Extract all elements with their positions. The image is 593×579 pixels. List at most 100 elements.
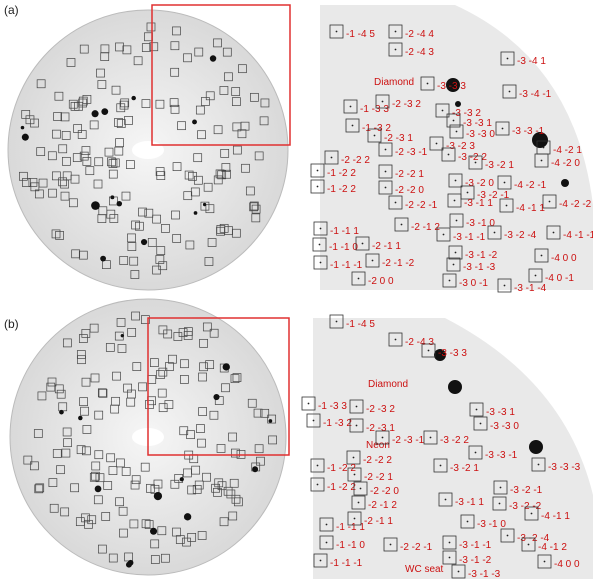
reflection-label: -3 -1 -1 bbox=[453, 232, 486, 243]
diffraction-spot bbox=[455, 101, 461, 107]
reflection-dot bbox=[336, 321, 338, 323]
diffraction-spot bbox=[117, 201, 122, 206]
reflection-dot bbox=[499, 503, 501, 505]
reflection-dot bbox=[467, 192, 469, 194]
reflection-label: -2 -3 2 bbox=[392, 99, 421, 110]
reflection-label: -1 -4 5 bbox=[346, 29, 375, 40]
diffraction-spot bbox=[21, 126, 25, 130]
reflection-dot bbox=[507, 535, 509, 537]
reflection-dot bbox=[385, 149, 387, 151]
reflection-label: -3 -3 3 bbox=[437, 81, 466, 92]
reflection-label: -2 -2 0 bbox=[395, 185, 424, 196]
reflection-dot bbox=[541, 255, 543, 257]
diffraction-spot bbox=[101, 108, 108, 115]
reflection-label: -2 0 0 bbox=[368, 276, 394, 287]
reflection-dot bbox=[395, 49, 397, 51]
reflection-label: -3 -1 0 bbox=[466, 218, 495, 229]
reflection-label: -4 0 0 bbox=[551, 253, 577, 264]
reflection-label: -1 -2 2 bbox=[327, 482, 356, 493]
diffraction-spot bbox=[180, 477, 184, 481]
reflection-dot bbox=[458, 571, 460, 573]
diffraction-spot bbox=[131, 96, 135, 100]
reflection-label: -1 -3 2 bbox=[323, 418, 352, 429]
reflection-label: -3 -3 -1 bbox=[485, 450, 518, 461]
reflection-dot bbox=[382, 437, 384, 439]
reflection-dot bbox=[507, 58, 509, 60]
reflection-dot bbox=[454, 200, 456, 202]
reflection-dot bbox=[506, 205, 508, 207]
reflection-dot bbox=[448, 154, 450, 156]
diffraction-spot bbox=[150, 528, 157, 535]
reflection-label: Diamond bbox=[368, 379, 408, 390]
diffraction-spot bbox=[184, 513, 191, 520]
reflection-dot bbox=[480, 423, 482, 425]
reflection-dot bbox=[449, 280, 451, 282]
reflection-label: -1 -1 -1 bbox=[330, 260, 363, 271]
reflection-label: -3 -2 1 bbox=[485, 160, 514, 171]
panel-label: (a) bbox=[4, 3, 19, 17]
reflection-label: -1 -3 3 bbox=[318, 401, 347, 412]
reflection-dot bbox=[528, 544, 530, 546]
reflection-label: -3 -1 1 bbox=[455, 497, 484, 508]
reflection-dot bbox=[372, 260, 374, 262]
reflection-dot bbox=[475, 162, 477, 164]
reflection-dot bbox=[544, 561, 546, 563]
diffraction-spot bbox=[223, 363, 230, 370]
reflection-label: -4 -2 1 bbox=[553, 145, 582, 156]
reflection-label: -3 -4 -1 bbox=[519, 89, 552, 100]
reflection-dot bbox=[538, 464, 540, 466]
reflection-dot bbox=[382, 101, 384, 103]
reflection-label: -3 -1 -2 bbox=[459, 555, 492, 566]
reflection-dot bbox=[449, 557, 451, 559]
diffraction-spot bbox=[269, 419, 273, 423]
reflection-label: -3 0 -1 bbox=[459, 278, 488, 289]
reflection-label: -2 -2 2 bbox=[363, 455, 392, 466]
reflection-dot bbox=[535, 275, 537, 277]
reflection-label: -2 -2 2 bbox=[341, 155, 370, 166]
diffraction-spot bbox=[529, 440, 543, 454]
reflection-dot bbox=[500, 487, 502, 489]
reflection-label: -4 -2 -1 bbox=[514, 180, 547, 191]
reflection-dot bbox=[455, 180, 457, 182]
reflection-label: -4 0 0 bbox=[554, 559, 580, 570]
reflection-label: -3 -4 1 bbox=[517, 56, 546, 67]
reflection-dot bbox=[553, 232, 555, 234]
reflection-label: -3 -3 0 bbox=[466, 129, 495, 140]
reflection-label: -4 -2 0 bbox=[551, 158, 580, 169]
reflection-label: -1 -3 3 bbox=[360, 104, 389, 115]
reflection-dot bbox=[350, 106, 352, 108]
reflection-label: -4 -2 -2 bbox=[559, 199, 592, 210]
reflection-dot bbox=[543, 147, 545, 149]
reflection-dot bbox=[436, 143, 438, 145]
reflection-dot bbox=[430, 437, 432, 439]
reflection-dot bbox=[395, 202, 397, 204]
reflection-label: -2 -2 1 bbox=[364, 472, 393, 483]
reflection-dot bbox=[502, 128, 504, 130]
reflection-dot bbox=[428, 350, 430, 352]
reflection-label: -4 -1 -1 bbox=[563, 230, 593, 241]
reflection-dot bbox=[331, 157, 333, 159]
reflection-dot bbox=[326, 542, 328, 544]
reflection-dot bbox=[395, 31, 397, 33]
reflection-label: -4 0 -1 bbox=[545, 273, 574, 284]
diffraction-spot bbox=[59, 410, 64, 415]
reflection-label: -2 -2 0 bbox=[370, 486, 399, 497]
reflection-label: -3 -2 1 bbox=[450, 463, 479, 474]
reflection-label: -1 -1 0 bbox=[336, 540, 365, 551]
reflection-label: -1 -1 -1 bbox=[330, 558, 363, 569]
reflection-label: -3 -2 2 bbox=[458, 152, 487, 163]
reflection-dot bbox=[509, 91, 511, 93]
reflection-dot bbox=[317, 484, 319, 486]
reflection-label: -2 -2 -1 bbox=[400, 542, 433, 553]
reflection-label: -3 -3 1 bbox=[486, 407, 515, 418]
reflection-label: -2 -1 -2 bbox=[382, 258, 415, 269]
reflection-label: -3 -1 0 bbox=[477, 519, 506, 530]
diffraction-spot bbox=[194, 211, 198, 215]
reflection-dot bbox=[360, 488, 362, 490]
reflection-dot bbox=[354, 518, 356, 520]
reflection-dot bbox=[456, 220, 458, 222]
reflection-label: -3 -1 -1 bbox=[459, 540, 492, 551]
reflection-label: -2 -4 3 bbox=[405, 337, 434, 348]
reflection-dot bbox=[453, 264, 455, 266]
reflection-label: -2 -1 1 bbox=[372, 241, 401, 252]
